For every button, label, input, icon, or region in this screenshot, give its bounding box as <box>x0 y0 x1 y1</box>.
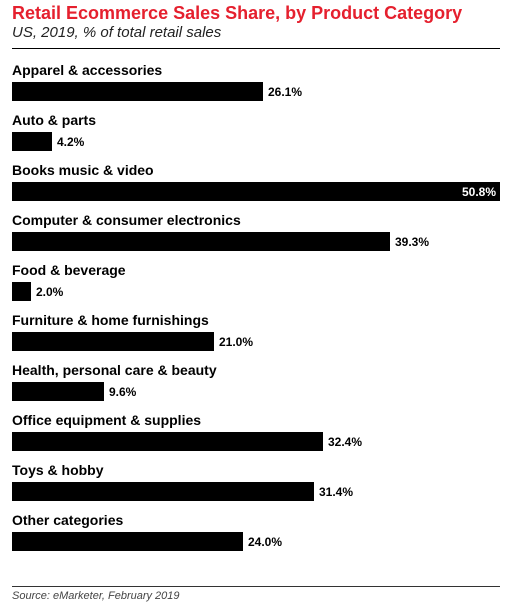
value-label: 32.4% <box>328 435 362 449</box>
chart-title: Retail Ecommerce Sales Share, by Product… <box>12 3 463 23</box>
bar <box>12 182 500 201</box>
category-label: Food & beverage <box>12 262 126 278</box>
bar-group: Auto & parts 4.2% <box>12 112 96 151</box>
source-divider <box>12 586 500 587</box>
value-label: 39.3% <box>395 235 429 249</box>
bar-group: Apparel & accessories 26.1% <box>12 62 302 101</box>
value-label: 21.0% <box>219 335 253 349</box>
category-label: Books music & video <box>12 162 154 178</box>
bar-group: Other categories 24.0% <box>12 512 282 551</box>
bar <box>12 432 323 451</box>
category-label: Office equipment & supplies <box>12 412 201 428</box>
category-label: Health, personal care & beauty <box>12 362 217 378</box>
bar-group: Health, personal care & beauty 9.6% <box>12 362 217 401</box>
bar <box>12 332 214 351</box>
category-label: Auto & parts <box>12 112 96 128</box>
chart-subtitle: US, 2019, % of total retail sales <box>12 24 222 41</box>
title-divider <box>12 48 500 49</box>
bar-group: Computer & consumer electronics 39.3% <box>12 212 429 251</box>
value-label: 26.1% <box>268 85 302 99</box>
value-label: 4.2% <box>57 135 85 149</box>
bar-group: Toys & hobby 31.4% <box>12 462 353 501</box>
value-label: 9.6% <box>109 385 137 399</box>
bar <box>12 382 104 401</box>
bar <box>12 82 263 101</box>
category-label: Computer & consumer electronics <box>12 212 241 228</box>
bar <box>12 232 390 251</box>
bar-group: Furniture & home furnishings 21.0% <box>12 312 253 351</box>
value-label: 50.8% <box>462 185 496 199</box>
value-label: 2.0% <box>36 285 64 299</box>
category-label: Apparel & accessories <box>12 62 162 78</box>
category-label: Furniture & home furnishings <box>12 312 209 328</box>
bar <box>12 532 243 551</box>
bar <box>12 132 52 151</box>
category-label: Other categories <box>12 512 123 528</box>
category-label: Toys & hobby <box>12 462 104 478</box>
bar-group: Food & beverage 2.0% <box>12 262 126 301</box>
value-label: 31.4% <box>319 485 353 499</box>
bar <box>12 482 314 501</box>
bar-group: Books music & video 50.8% <box>12 162 500 201</box>
value-label: 24.0% <box>248 535 282 549</box>
bar-group: Office equipment & supplies 32.4% <box>12 412 362 451</box>
source-note: Source: eMarketer, February 2019 <box>12 590 180 602</box>
bar <box>12 282 31 301</box>
